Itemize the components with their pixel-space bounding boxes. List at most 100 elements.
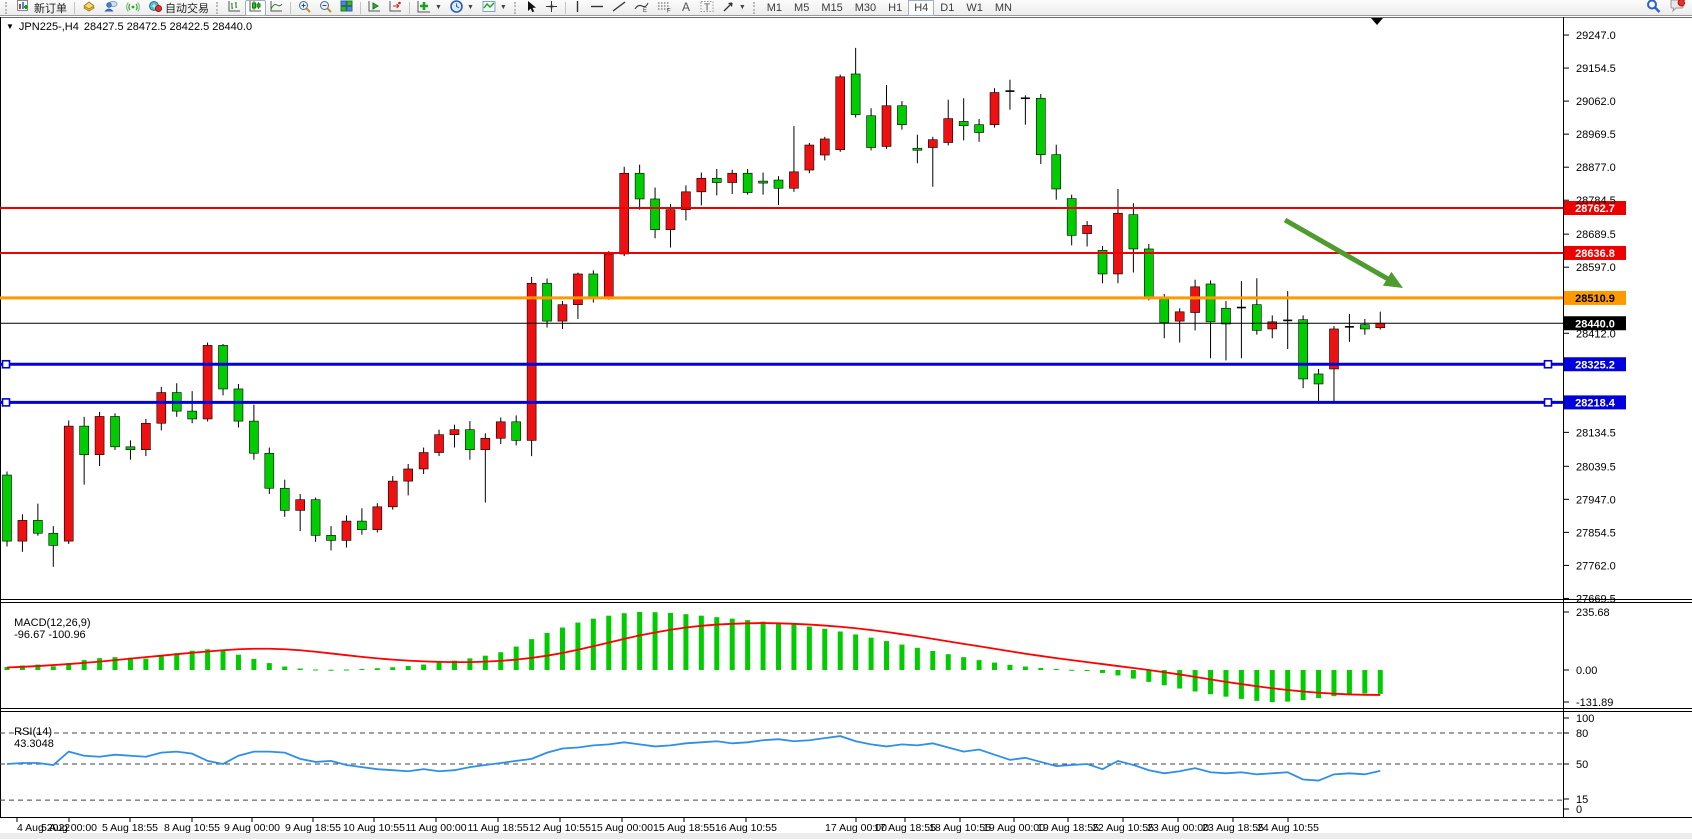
hline-28762.7[interactable]: 28762.7 <box>0 201 1626 215</box>
arrows-tool-button[interactable]: ▼ <box>718 0 750 16</box>
candle-bull <box>17 520 28 542</box>
periods-button[interactable]: ▼ <box>446 0 478 16</box>
one-click-expander-icon[interactable]: ▼ <box>6 22 14 31</box>
macd-bar <box>482 655 488 670</box>
zoom-out-button[interactable] <box>315 0 336 16</box>
fibonacci-tool-button[interactable]: F <box>653 0 676 16</box>
autotrading-button[interactable]: 自动交易 <box>144 0 213 16</box>
candle-bear <box>79 425 89 455</box>
line-handle <box>1 359 11 369</box>
candle-bull <box>619 172 630 255</box>
svg-text:19 Aug 00:00: 19 Aug 00:00 <box>983 822 1045 834</box>
autotrading-icon <box>148 0 162 15</box>
timeframe-d1[interactable]: D1 <box>940 1 955 14</box>
auto-scroll-icon <box>389 0 402 15</box>
candles[interactable] <box>2 47 1386 567</box>
macd-signal <box>6 622 1381 696</box>
text-icon: A <box>680 0 692 16</box>
macd-bar <box>297 668 303 670</box>
macd-bar <box>683 614 689 670</box>
svg-text:5 Aug 18:55: 5 Aug 18:55 <box>102 822 158 834</box>
hline-28218.4[interactable]: 28218.4 <box>0 395 1626 410</box>
equidistant-channel-tool-button[interactable]: E <box>630 0 653 16</box>
svg-text:235.68: 235.68 <box>1576 607 1610 619</box>
candle-bear <box>249 420 259 454</box>
rsi-indicator-label: RSI(14) 43.3048 <box>8 714 54 750</box>
horizontal-line-tool-button[interactable] <box>586 0 608 16</box>
svg-text:10 Aug 10:55: 10 Aug 10:55 <box>343 822 405 834</box>
macd-current-values: -96.67 -100.96 <box>14 629 86 641</box>
trend-arrow-annotation[interactable] <box>1283 217 1403 288</box>
macd-bar <box>374 668 380 670</box>
toolbar-grip[interactable] <box>5 1 10 14</box>
timeframe-m15[interactable]: M15 <box>821 1 843 14</box>
rsi <box>6 735 1381 782</box>
hline-28636.8[interactable]: 28636.8 <box>0 245 1626 260</box>
timeframe-m1[interactable]: M1 <box>766 1 783 14</box>
price-tag <box>1564 201 1626 215</box>
timeframe-m5[interactable]: M5 <box>794 1 810 14</box>
candle-bull <box>1190 286 1200 313</box>
timeframe-m30[interactable]: M30 <box>854 1 877 14</box>
candle-bear <box>326 535 336 541</box>
timeframe-w1[interactable]: W1 <box>966 1 983 14</box>
line-chart-type-button[interactable] <box>266 0 287 16</box>
svg-text:28689.5: 28689.5 <box>1576 229 1616 241</box>
templates-icon <box>482 0 496 16</box>
indicators-button[interactable]: ▼ <box>413 0 446 16</box>
svg-text:0.00: 0.00 <box>1576 665 1597 677</box>
line-chart-icon <box>270 0 283 15</box>
price-axis: 29247.0 29154.5 29062.0 28969.5 28877.0 28784… <box>1564 30 1616 605</box>
macd-histogram <box>4 611 1383 703</box>
candle-bear <box>1051 154 1062 190</box>
periods-dropdown-caret: ▼ <box>466 4 474 11</box>
svg-text:28039.5: 28039.5 <box>1576 461 1616 473</box>
clock-icon <box>450 0 463 16</box>
charts-button[interactable] <box>78 0 100 16</box>
cursor-tool-button[interactable] <box>522 0 541 16</box>
candle-bear <box>1313 373 1324 385</box>
timeframe-mn[interactable]: MN <box>994 1 1012 14</box>
toolbar-grip[interactable] <box>752 1 758 14</box>
macd-bar <box>899 644 905 670</box>
chart-shift-marker[interactable] <box>1371 18 1383 25</box>
macd-bar <box>1362 670 1368 694</box>
macd-bar <box>590 618 596 670</box>
hline-28325.2[interactable]: 28325.2 <box>0 357 1626 372</box>
timeframe-h4[interactable]: H4 <box>908 0 935 16</box>
hline-28510.9[interactable]: 28510.9 <box>0 290 1626 305</box>
profile-button[interactable] <box>100 0 122 16</box>
rsi-level-lines <box>0 732 1563 801</box>
text-tool-button[interactable]: A <box>676 0 696 16</box>
tile-windows-button[interactable] <box>336 0 357 16</box>
candle-bull <box>372 506 383 530</box>
search-button[interactable] <box>1642 0 1665 16</box>
crosshair-tool-button[interactable] <box>541 0 562 16</box>
macd-bar <box>1146 670 1152 682</box>
toolbar-separator <box>74 1 75 14</box>
timeframe-h1[interactable]: H1 <box>888 1 903 14</box>
channel-icon: E <box>634 0 649 16</box>
hline-28440.0[interactable]: 28440.0 <box>0 316 1626 331</box>
toolbar-grip[interactable] <box>513 1 519 14</box>
bar-chart-type-button[interactable] <box>224 0 245 16</box>
templates-button[interactable]: ▼ <box>478 0 511 16</box>
vertical-line-tool-button[interactable] <box>569 0 586 16</box>
new-order-button[interactable]: 新订单 <box>13 0 71 16</box>
notifications-button[interactable]: 1 <box>1665 0 1690 16</box>
candle-bear <box>125 446 136 450</box>
signals-button[interactable] <box>122 0 144 16</box>
auto-scroll-button[interactable] <box>385 0 406 16</box>
zoom-in-button[interactable] <box>294 0 315 16</box>
text-label-tool-button[interactable]: T <box>696 0 718 16</box>
trendline-tool-button[interactable] <box>608 0 630 16</box>
candlestick-chart-type-button[interactable] <box>245 0 266 16</box>
svg-text:11 Aug 00:00: 11 Aug 00:00 <box>405 822 466 834</box>
toolbar-grip[interactable] <box>216 1 221 14</box>
chart-shift-button[interactable] <box>364 0 385 16</box>
candle-bull <box>403 468 413 482</box>
chart-shift-icon <box>368 0 381 15</box>
macd-axis: 235.68 0.00 -131.89 <box>1564 607 1613 709</box>
macd-bar <box>1100 670 1106 673</box>
